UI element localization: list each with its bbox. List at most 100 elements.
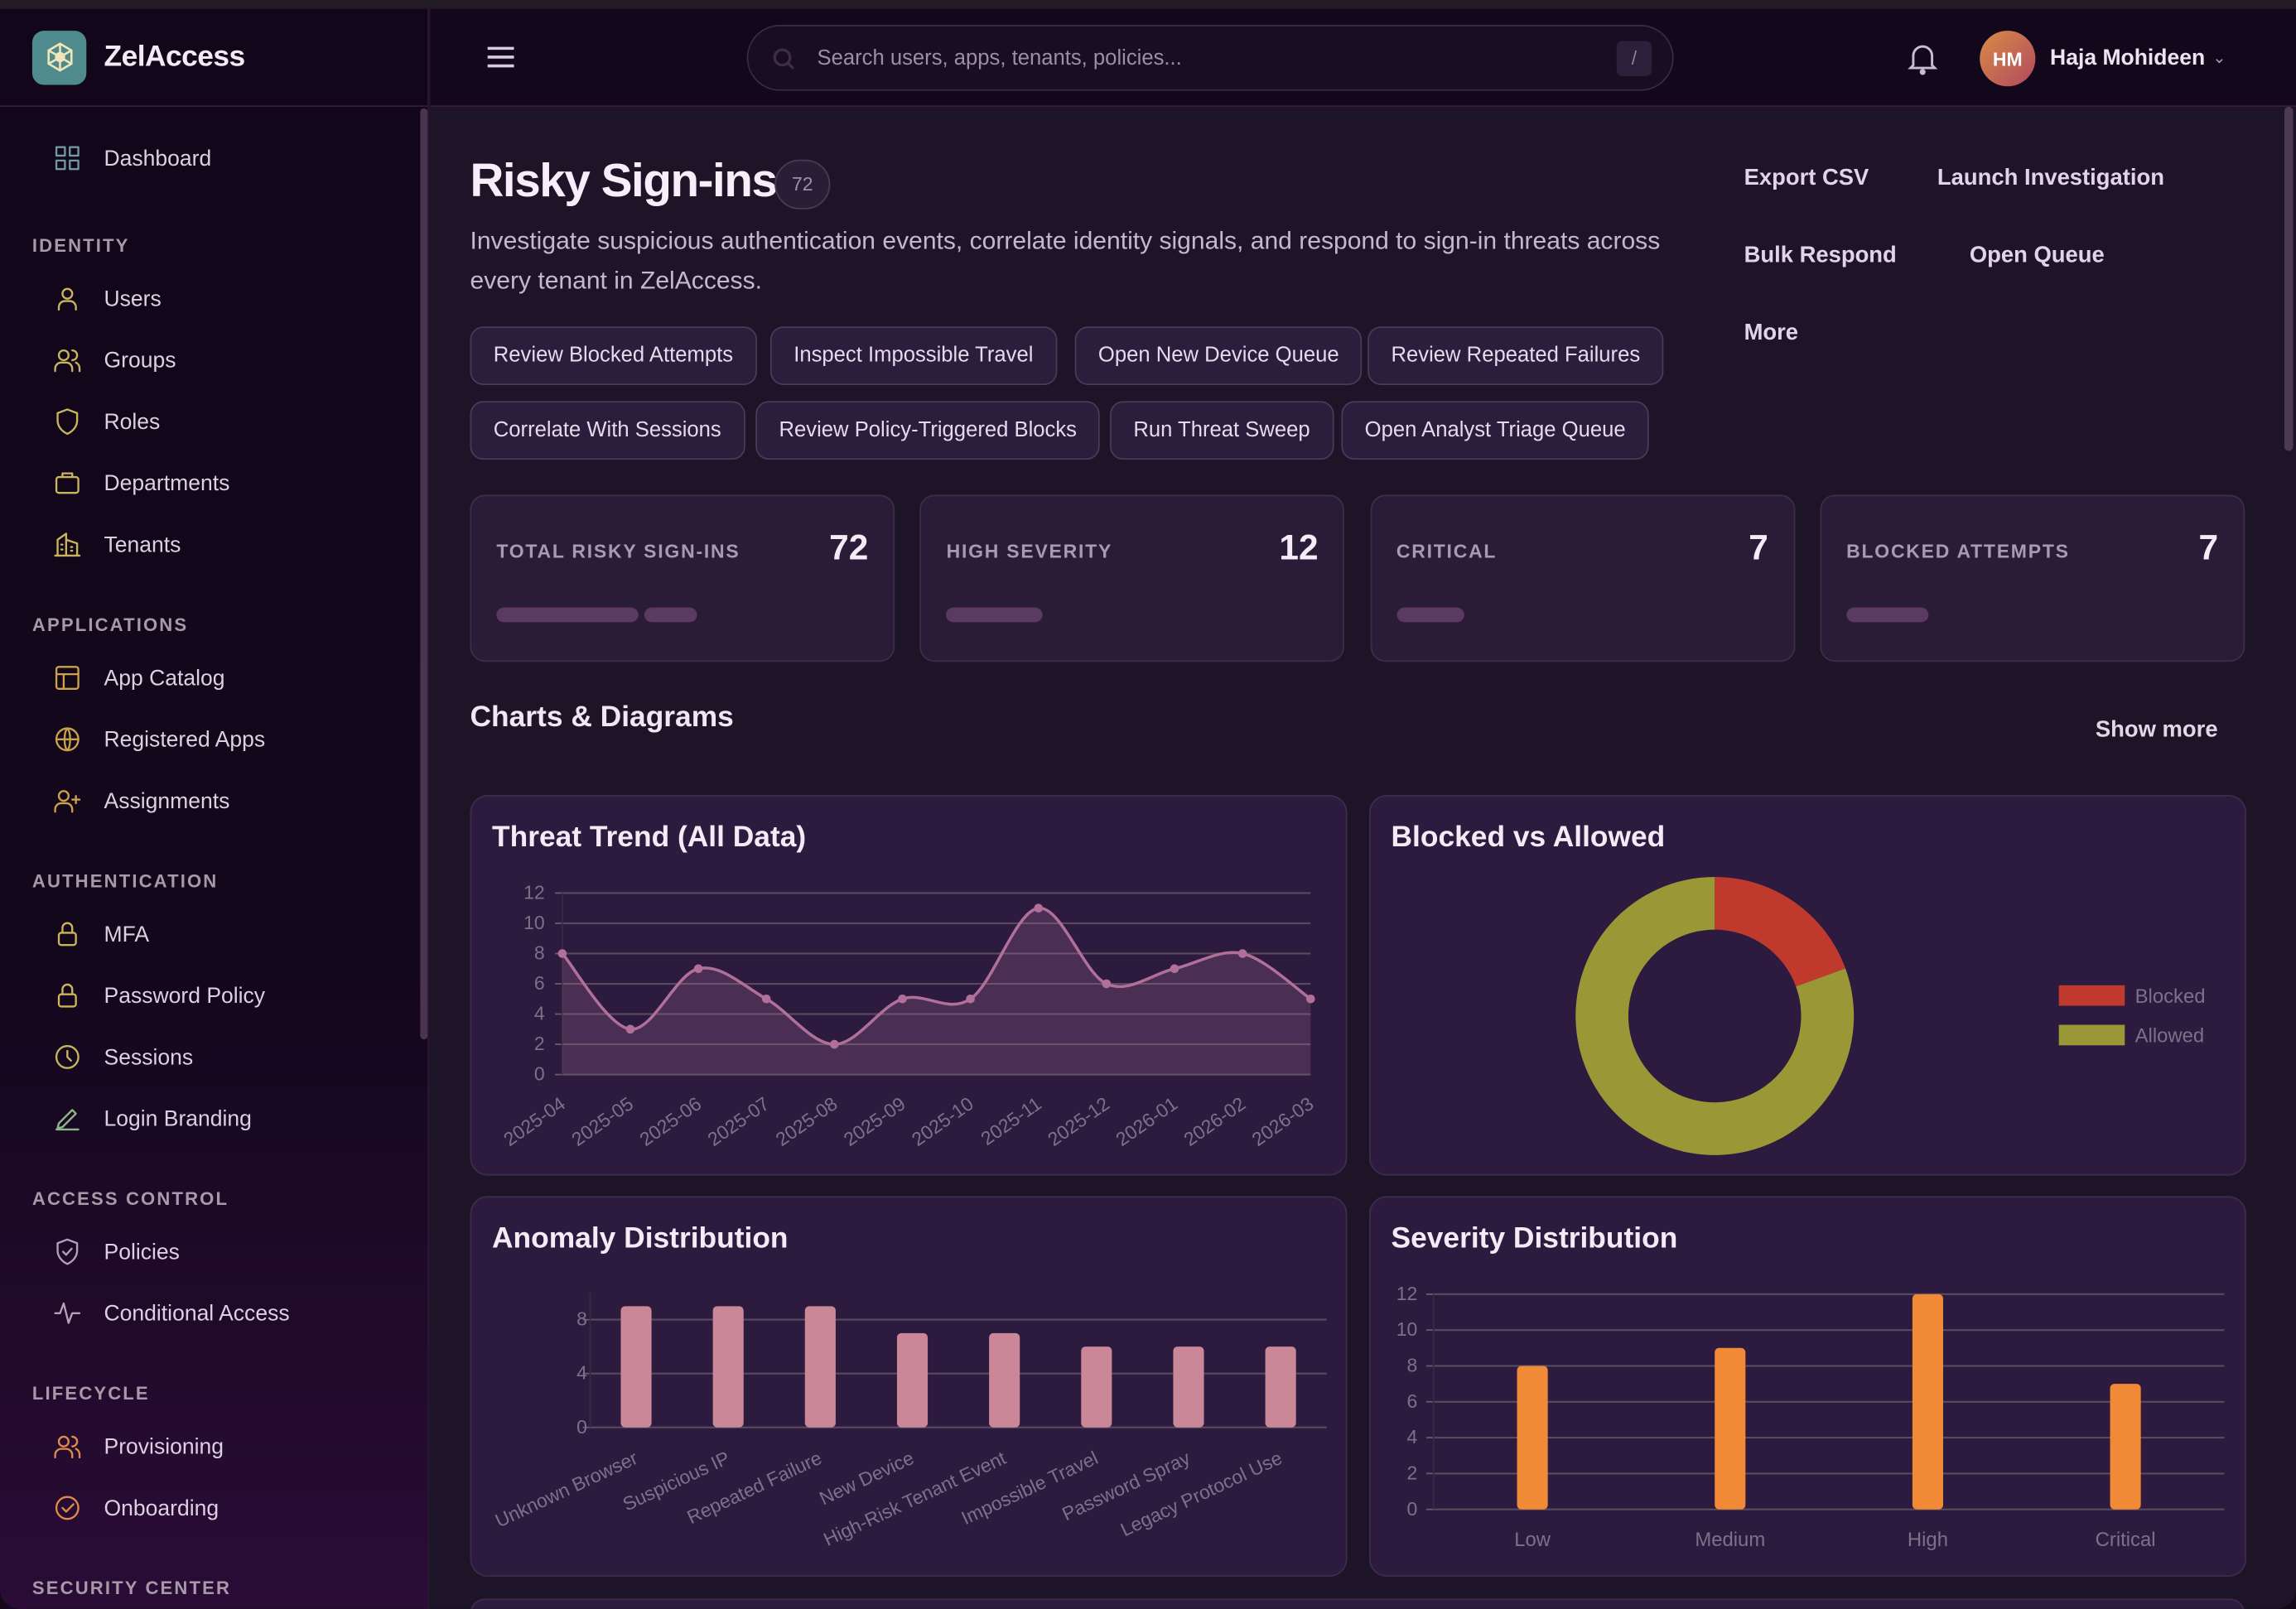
chart-title: Blocked vs Allowed [1391,821,1666,854]
data-point[interactable] [693,964,703,974]
x-tick-label: 2026-03 [1247,1092,1317,1150]
quick-action-chip[interactable]: Open New Device Queue [1074,326,1363,385]
action-launch-investigation-button[interactable]: Launch Investigation [1937,165,2164,190]
sidebar-section-access-control: ACCESS CONTROL [31,1188,229,1210]
page-title: Risky Sign-ins [470,153,777,207]
y-tick-label: 2 [534,1033,545,1054]
x-tick-label: 2025-05 [567,1092,637,1150]
donut-slice-allowed[interactable] [1575,876,1855,1155]
user-name[interactable]: Haja Mohideen [2050,45,2206,70]
bar[interactable] [804,1306,836,1428]
sidebar-scrollbar[interactable] [420,108,428,1040]
y-tick-label: 10 [1396,1318,1418,1340]
donut-slice-blocked[interactable] [1715,876,1846,987]
x-tick-label: 2025-04 [499,1092,569,1150]
bar[interactable] [1265,1346,1296,1428]
x-tick-label: 2025-07 [703,1092,773,1150]
sidebar-item-dashboard[interactable]: Dashboard [53,141,211,176]
show-more-button[interactable]: Show more [2095,717,2218,743]
bar[interactable] [1517,1366,1548,1510]
next-card-partial [470,1598,2245,1609]
blocked-vs-allowed-card: Blocked vs Allowed Blocked Allowed [1368,794,2246,1176]
data-point[interactable] [1102,979,1112,989]
data-point[interactable] [830,1039,839,1049]
data-point[interactable] [557,949,567,958]
sidebar-item-tenants[interactable]: Tenants [53,527,181,561]
sidebar-item-sessions[interactable]: Sessions [53,1039,193,1074]
action-bulk-respond-button[interactable]: Bulk Respond [1744,243,1897,268]
briefcase-icon [55,472,80,494]
sidebar-item-policies[interactable]: Policies [53,1234,180,1269]
sidebar-item-conditional-access[interactable]: Conditional Access [53,1296,290,1331]
data-point[interactable] [1170,964,1179,974]
kpi-label: HIGH SEVERITY [946,540,1113,562]
bar[interactable] [2110,1384,2141,1510]
data-point[interactable] [761,994,771,1004]
bell-icon[interactable] [1907,41,1939,84]
quick-action-chip[interactable]: Open Analyst Triage Queue [1341,401,1649,460]
kpi-value: 72 [829,528,869,568]
data-point[interactable] [966,994,975,1004]
data-point[interactable] [1034,903,1044,913]
lock-icon [57,922,77,947]
users-icon [54,1435,81,1459]
page-description: Investigate suspicious authentication ev… [470,227,1661,295]
action-export-csv-button[interactable]: Export CSV [1744,165,1869,190]
sidebar-item-users[interactable]: Users [53,281,162,316]
search-shortcut-badge: / [1616,41,1652,76]
quick-action-chip[interactable]: Run Threat Sweep [1110,401,1334,460]
search-input[interactable]: Search users, apps, tenants, policies...… [746,25,1674,91]
logo-icon [31,30,87,84]
quick-action-chip[interactable]: Review Blocked Attempts [470,326,757,385]
sidebar-item-departments[interactable]: Departments [53,465,229,500]
sidebar-item-onboarding[interactable]: Onboarding [53,1491,219,1525]
brand[interactable]: ZelAccess [0,9,428,108]
x-tick-label: 2025-12 [1044,1092,1113,1150]
user-avatar[interactable]: HM [1980,31,2036,87]
bar[interactable] [1173,1346,1204,1428]
sidebar-item-assignments[interactable]: Assignments [53,783,229,818]
chart-title: Anomaly Distribution [492,1222,789,1255]
sidebar-item-mfa[interactable]: MFA [53,917,149,951]
quick-action-chip[interactable]: Review Repeated Failures [1367,326,1664,385]
quick-action-chip[interactable]: Review Policy-Triggered Blocks [755,401,1101,460]
sidebar-item-label: Login Branding [104,1106,252,1131]
bar[interactable] [896,1332,929,1428]
sidebar-item-groups[interactable]: Groups [53,343,176,378]
quick-action-chip[interactable]: Correlate With Sessions [470,401,745,460]
x-tick-label: 2025-11 [977,1092,1045,1149]
bar[interactable] [620,1306,652,1428]
sidebar-item-login-branding[interactable]: Login Branding [53,1101,252,1135]
data-point[interactable] [625,1024,635,1034]
hamburger-menu-icon[interactable] [486,44,515,78]
quick-action-chip[interactable]: Inspect Impossible Travel [769,326,1057,385]
bar[interactable] [712,1306,744,1428]
sidebar-item-app-catalog[interactable]: App Catalog [53,660,224,695]
bar[interactable] [1715,1347,1746,1510]
severity-bar-chart: 0 2 4 6 8 10 12 Low Medium High Critical [1396,1283,2225,1551]
y-tick-label: 12 [523,881,545,903]
chevron-down-icon[interactable]: ⌄ [2212,50,2226,68]
data-point[interactable] [1305,994,1315,1004]
action-open-queue-button[interactable]: Open Queue [1969,243,2105,268]
window-top-strip [0,0,2296,9]
section-title: Charts & Diagrams [470,701,734,734]
bar[interactable] [1081,1346,1112,1428]
x-tick-label: Critical [2096,1529,2156,1551]
kpi-value: 7 [1749,528,1768,568]
bar[interactable] [989,1332,1020,1428]
dashboard-icon [55,146,80,171]
lock-icon [57,983,77,1008]
main-scrollbar[interactable] [2284,107,2294,451]
data-point[interactable] [1237,949,1247,958]
legend-label: Allowed [2135,1025,2205,1048]
data-point[interactable] [898,994,907,1004]
sidebar-item-roles[interactable]: Roles [53,404,161,439]
sidebar-item-provisioning[interactable]: Provisioning [53,1428,224,1463]
bar[interactable] [1912,1293,1944,1510]
app-name: ZelAccess [104,40,246,73]
users-icon [54,349,81,373]
sidebar-item-password-policy[interactable]: Password Policy [53,978,265,1013]
action-more-button[interactable]: More [1744,320,1799,346]
sidebar-item-registered-apps[interactable]: Registered Apps [53,722,265,757]
